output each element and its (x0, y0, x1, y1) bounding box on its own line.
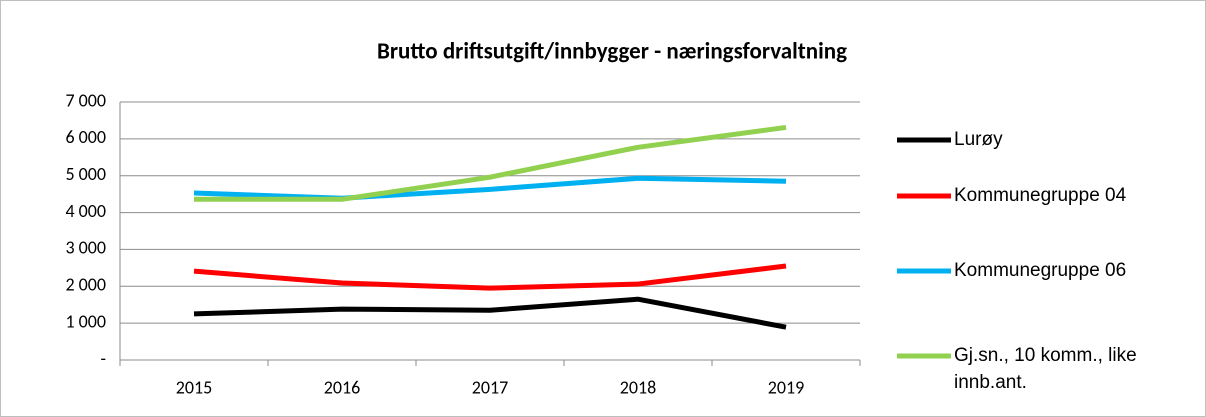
x-tick-label: 2015 (176, 376, 213, 398)
x-tick-label: 2016 (324, 376, 361, 398)
x-tick-label: 2017 (472, 376, 509, 398)
y-tick-label: - (100, 347, 106, 369)
line-series (193, 175, 787, 201)
x-tick-label: 2018 (620, 376, 657, 398)
legend-label: Kommunegruppe 06 (954, 260, 1127, 281)
y-tick-label: 1 000 (65, 310, 106, 332)
y-tick-label: 7 000 (65, 89, 106, 111)
y-tick-label: 6 000 (65, 126, 106, 148)
line-series (193, 296, 787, 330)
x-tick-label: 2019 (768, 376, 805, 398)
y-tick-label: 4 000 (65, 200, 106, 222)
chart-title: Brutto driftsutgift/innbygger - næringsf… (377, 38, 847, 66)
y-tick-label: 3 000 (65, 237, 106, 259)
legend-label: Kommunegruppe 04 (954, 185, 1127, 206)
legend-label: Gj.sn., 10 komm., like innb.ant. (954, 345, 1137, 393)
legend-label: Lurøy (954, 129, 1003, 150)
line-series (193, 263, 787, 291)
line-series (194, 124, 787, 202)
y-tick-label: 2 000 (65, 274, 106, 296)
y-tick-label: 5 000 (65, 163, 106, 185)
